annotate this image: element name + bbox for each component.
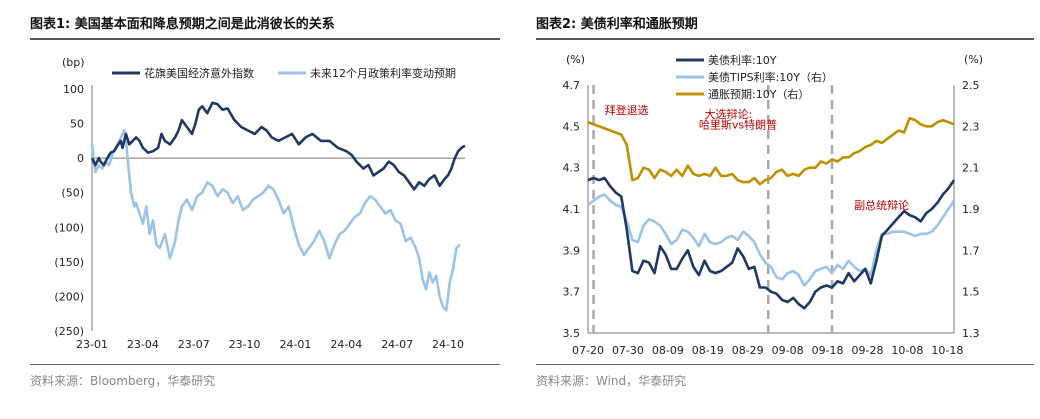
x-tick-label: 24-07	[381, 338, 413, 351]
y-tick-label-left: 3.5	[563, 327, 581, 340]
y-tick-label-left: 4.5	[563, 120, 581, 133]
chart-right-svg: (%) (%) 3.5 3.7 3.9 4.1 4.3 4.5 4.7 1.3 1.5 1.7 1.9 2…	[563, 53, 984, 357]
y-tick-label-left: 4.3	[563, 162, 581, 175]
event-annotation: 副总统辩论	[854, 198, 909, 212]
x-tick-label: 08-09	[652, 344, 684, 357]
title-rule	[536, 38, 1034, 40]
y-tick-label-right: 1.9	[962, 203, 980, 216]
event-annotation: 大选辩论:	[704, 107, 752, 121]
legend-label: 美债利率:10Y	[708, 53, 777, 67]
y-tick-label: (200)	[54, 290, 84, 303]
legend-label: 花旗美国经济意外指数	[144, 66, 254, 80]
source-note: 资料来源：Bloomberg，华泰研究	[30, 374, 216, 388]
y-axis-unit-left: (%)	[566, 53, 585, 66]
chart-panel-right: 图表2: 美债利率和通胀预期 (%) (%) 3.5 3.7 3.9 4.1 4.3 4.5 4…	[526, 0, 1040, 419]
x-tick-label: 08-29	[732, 344, 764, 357]
x-tick-label: 23-04	[127, 338, 159, 351]
x-tick-label: 08-19	[692, 344, 724, 357]
x-tick-label: 09-18	[812, 344, 844, 357]
series-line	[90, 129, 461, 312]
series-line	[90, 101, 466, 191]
source-rule	[536, 364, 1034, 365]
chart-title: 图表2: 美债利率和通胀预期	[536, 17, 698, 32]
y-tick-label-left: 4.7	[563, 79, 581, 92]
y-tick-label-left: 3.9	[563, 244, 581, 257]
y-tick-label-right: 1.5	[962, 286, 980, 299]
y-tick-label-right: 2.1	[962, 162, 980, 175]
y-tick-label: 100	[63, 83, 84, 96]
y-tick-label: (150)	[54, 256, 84, 269]
y-tick-label: (100)	[54, 221, 84, 234]
x-tick-label: 09-08	[772, 344, 804, 357]
x-tick-label: 24-01	[279, 338, 311, 351]
y-axis-unit: (bp)	[62, 56, 85, 69]
chart-panel-left: 图表1: 美国基本面和降息预期之间是此消彼长的关系 (bp) 100 50 0 (50)…	[0, 0, 510, 419]
source-rule	[30, 364, 500, 365]
series-line	[587, 116, 955, 186]
y-tick-label-right: 2.3	[962, 120, 980, 133]
x-tick-label: 23-07	[178, 338, 210, 351]
chart-title: 图表1: 美国基本面和降息预期之间是此消彼长的关系	[30, 17, 335, 32]
event-annotation: 拜登退选	[605, 103, 649, 117]
legend-label: 美债TIPS利率:10Y（右）	[708, 70, 833, 84]
y-tick-label: 50	[70, 118, 84, 131]
x-tick-label: 23-10	[229, 338, 261, 351]
x-tick-label: 09-28	[852, 344, 884, 357]
series-line	[587, 176, 956, 310]
source-note: 资料来源：Wind，华泰研究	[536, 374, 687, 388]
y-tick-label: (250)	[54, 325, 84, 338]
y-tick-label-right: 1.7	[962, 244, 980, 257]
x-tick-label: 24-10	[432, 338, 464, 351]
y-tick-label: (50)	[61, 187, 84, 200]
x-tick-label: 10-18	[931, 344, 963, 357]
x-tick-label: 07-30	[612, 344, 644, 357]
series-line	[587, 193, 956, 287]
y-tick-label-left: 4.1	[563, 203, 581, 216]
x-tick-label: 24-04	[330, 338, 362, 351]
y-tick-label-right: 1.3	[962, 327, 980, 340]
y-tick-label-right: 2.5	[962, 79, 980, 92]
y-tick-label-left: 3.7	[563, 286, 581, 299]
event-annotation: 哈里斯vs特朗普	[699, 117, 777, 131]
legend-label: 未来12个月政策利率变动预期	[310, 66, 456, 80]
x-tick-label: 23-01	[76, 338, 108, 351]
x-tick-label: 10-08	[891, 344, 923, 357]
y-tick-label: 0	[77, 152, 84, 165]
y-axis-unit-right: (%)	[964, 53, 983, 66]
x-tick-label: 07-20	[572, 344, 604, 357]
title-rule	[30, 38, 500, 40]
legend-label: 通胀预期:10Y（右）	[708, 87, 809, 101]
chart-left-svg: (bp) 100 50 0 (50) (100) (150) (200) (250)23-01 2…	[54, 56, 466, 351]
